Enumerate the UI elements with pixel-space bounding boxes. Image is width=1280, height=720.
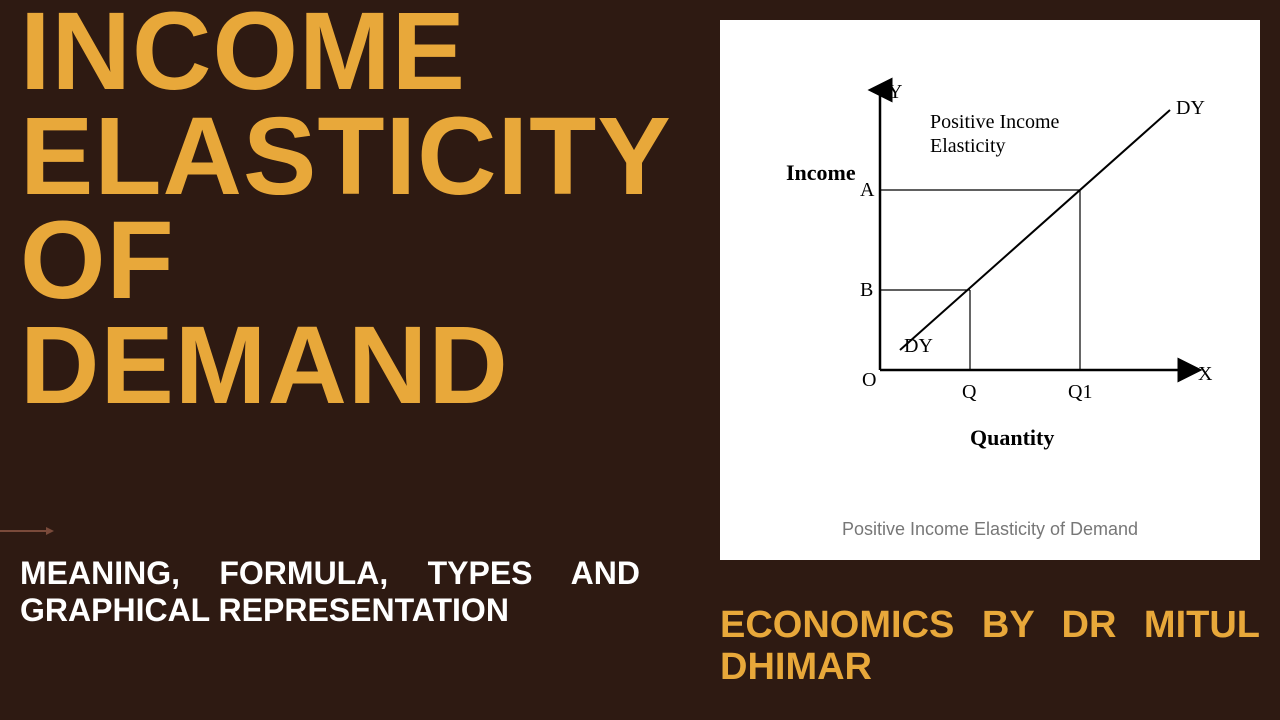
origin-label: O <box>862 369 876 391</box>
x-axis-title: Quantity <box>970 425 1054 450</box>
author-credit: ECONOMICS BY DR MITUL DHIMAR <box>720 605 1260 689</box>
x-right-label: X <box>1198 363 1213 385</box>
elasticity-chart: Y X O Income Quantity Positive Income El… <box>780 50 1220 490</box>
ytick-A: A <box>860 179 875 201</box>
chart-inside-title-l1: Positive Income <box>930 111 1060 133</box>
slide-subtitle: MEANING, FORMULA, TYPES AND GRAPHICAL RE… <box>20 555 640 629</box>
slide-title: INCOME ELASTICITY OF DEMAND <box>20 0 660 418</box>
line-label-start: DY <box>904 335 933 357</box>
y-top-label: Y <box>888 81 902 103</box>
y-axis-title: Income <box>786 160 856 185</box>
decorative-arrow <box>0 530 48 532</box>
ytick-B: B <box>860 279 873 301</box>
chart-caption: Positive Income Elasticity of Demand <box>720 519 1260 540</box>
xtick-Q1: Q1 <box>1068 381 1092 403</box>
line-label-end: DY <box>1176 97 1205 119</box>
chart-panel: Y X O Income Quantity Positive Income El… <box>720 20 1260 560</box>
chart-inside-title-l2: Elasticity <box>930 135 1006 157</box>
xtick-Q: Q <box>962 381 977 403</box>
